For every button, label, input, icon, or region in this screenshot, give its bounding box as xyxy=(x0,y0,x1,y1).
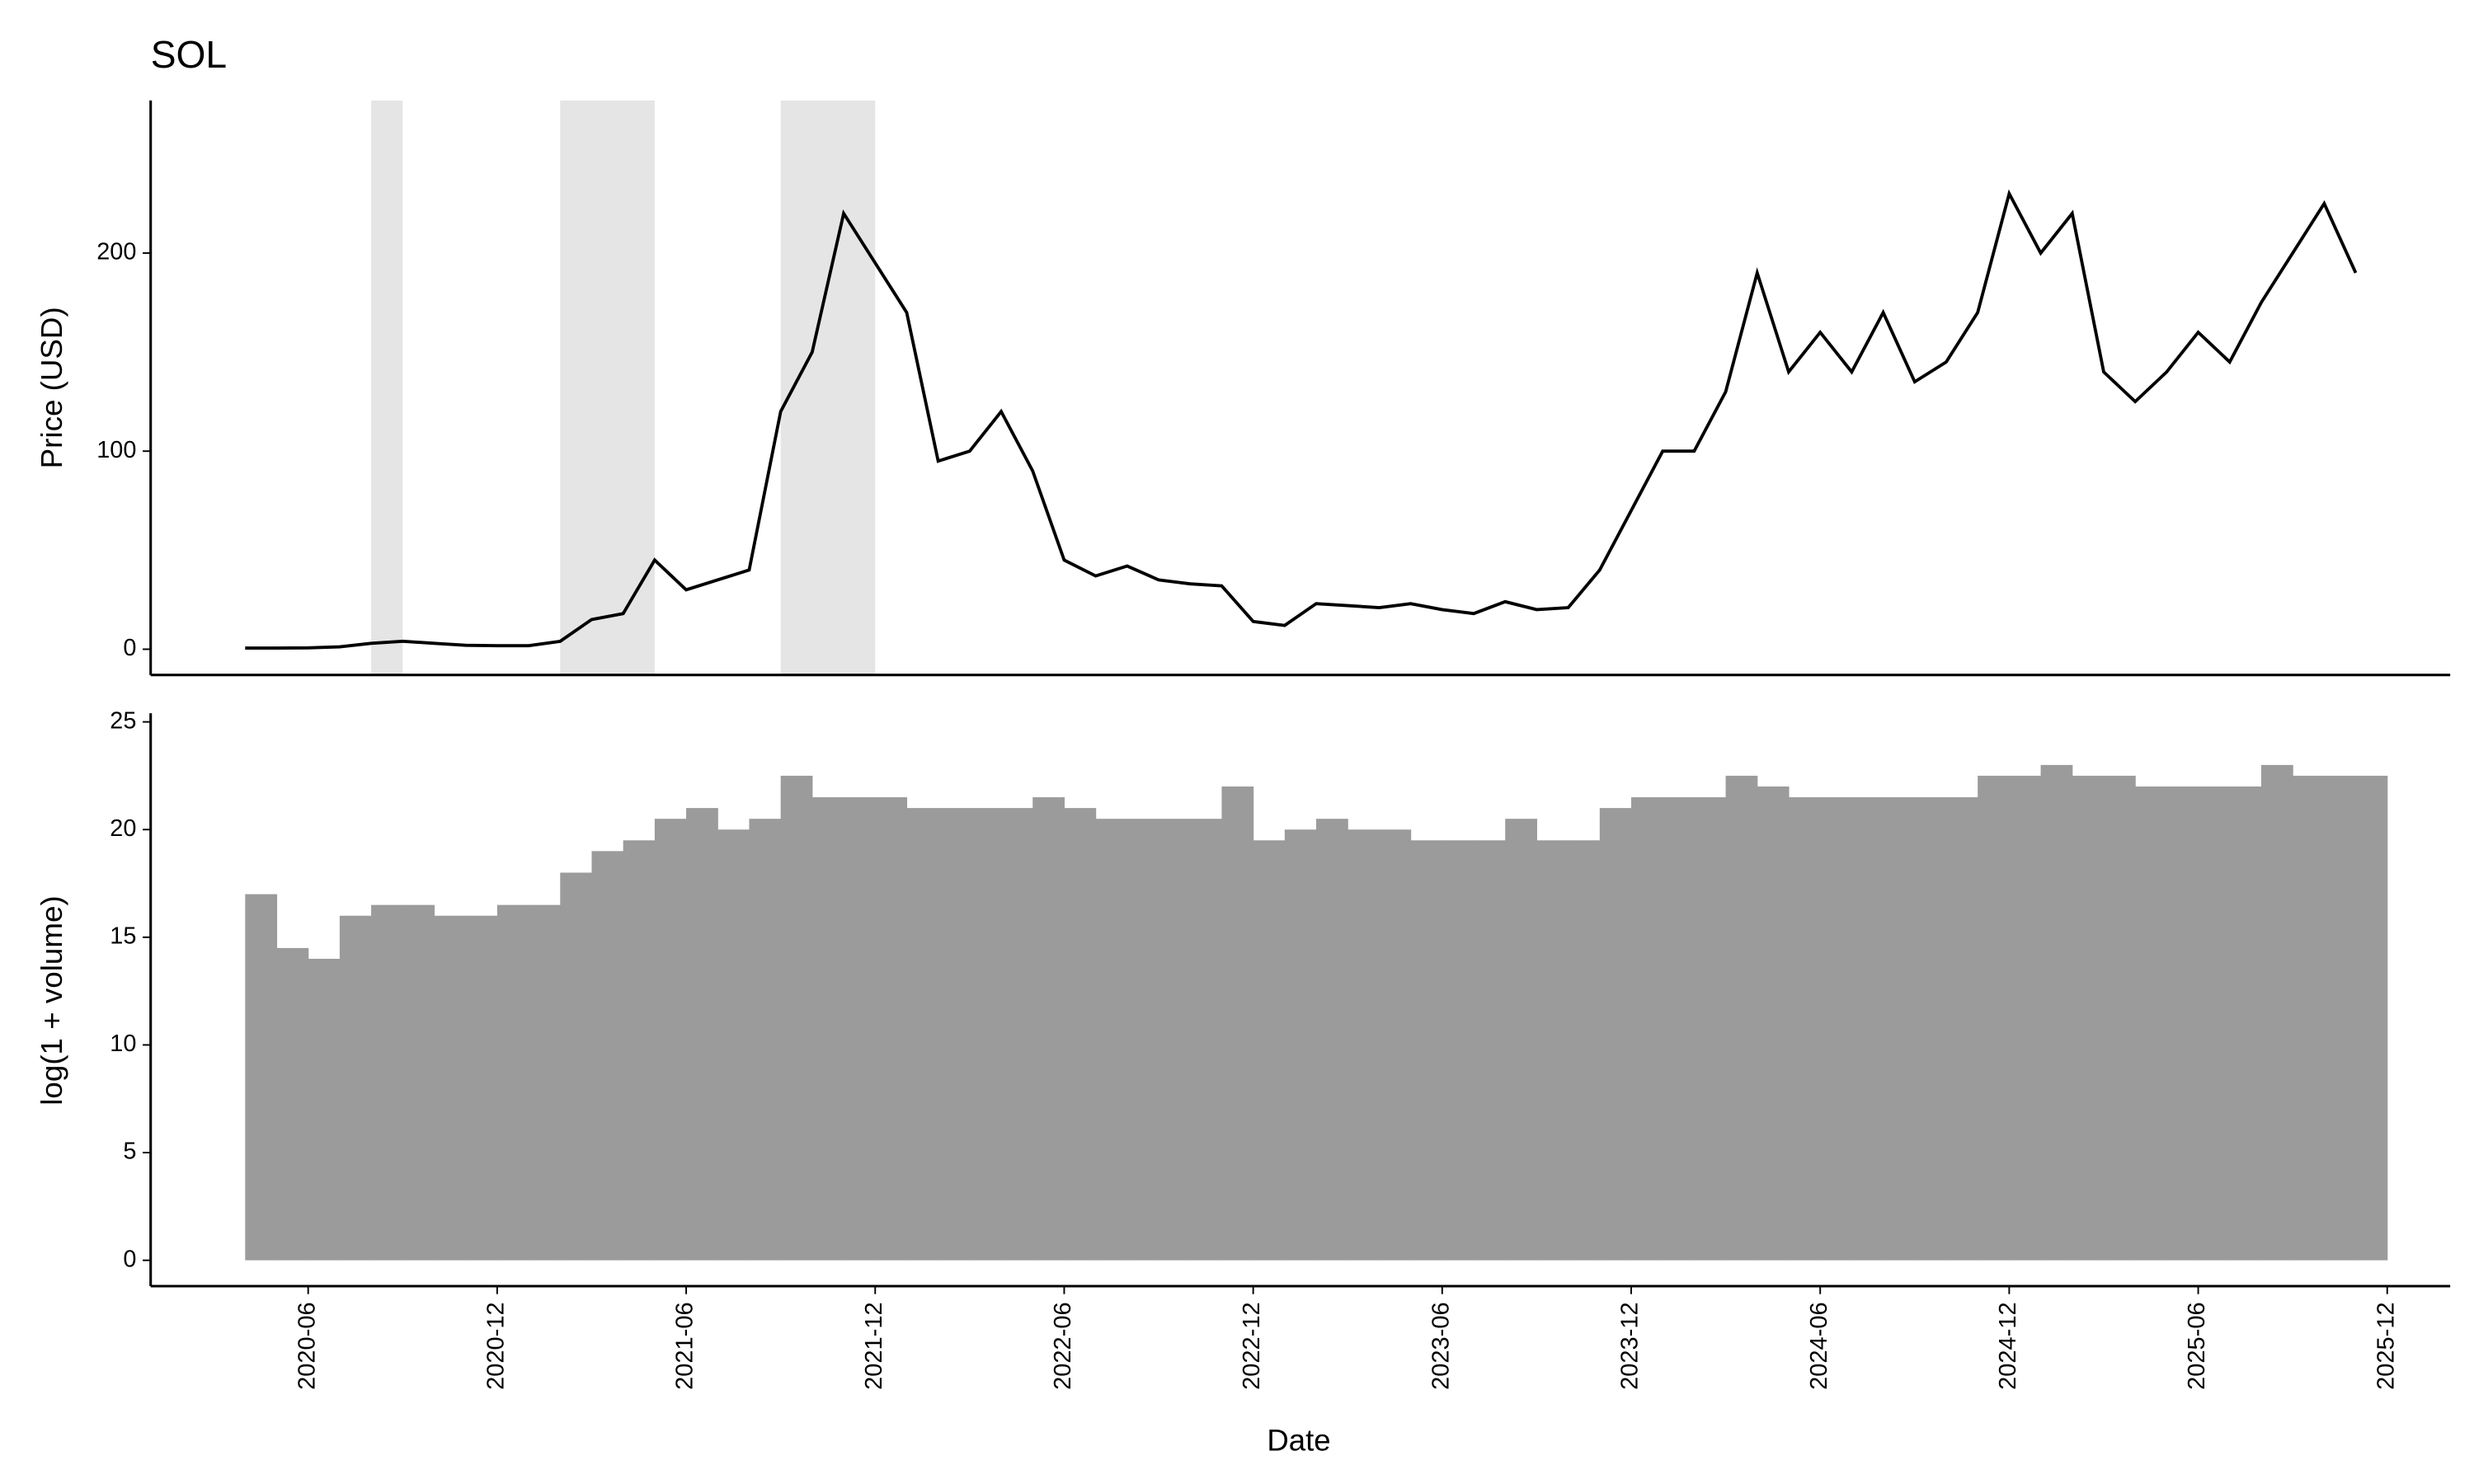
volume-bar xyxy=(844,797,876,1261)
volume-bar xyxy=(875,797,908,1261)
x-tick-label: 2023-12 xyxy=(1617,1302,1644,1389)
y-tick-label: 15 xyxy=(110,923,136,949)
y-tick-label: 10 xyxy=(110,1031,136,1057)
volume-bar xyxy=(2198,786,2231,1261)
shaded-region xyxy=(780,100,876,675)
x-tick-label: 2021-12 xyxy=(861,1302,887,1389)
x-tick-label: 2025-12 xyxy=(2373,1302,2399,1389)
volume-bar xyxy=(2260,764,2293,1261)
chart-title: SOL xyxy=(151,33,227,76)
volume-bar xyxy=(465,915,498,1261)
volume-bar xyxy=(1536,840,1569,1261)
volume-bar xyxy=(496,904,529,1261)
volume-bar xyxy=(1253,840,1286,1261)
y-tick-label: 20 xyxy=(110,815,136,842)
volume-bar xyxy=(402,904,435,1261)
volume-bar xyxy=(1410,840,1443,1261)
y-tick-label: 0 xyxy=(123,635,136,661)
volume-bar xyxy=(1505,819,1537,1261)
volume-bar xyxy=(1757,786,1790,1261)
volume-bar xyxy=(623,840,656,1261)
volume-bar xyxy=(1945,797,1978,1261)
volume-bar xyxy=(906,808,939,1261)
volume-bar xyxy=(434,915,467,1261)
volume-bar xyxy=(308,958,341,1261)
volume-bar xyxy=(2229,786,2262,1261)
volume-bar xyxy=(1631,797,1663,1261)
y-tick-label: 5 xyxy=(123,1139,136,1165)
volume-bar xyxy=(717,829,750,1261)
volume-bar xyxy=(2324,775,2357,1261)
volume-bar xyxy=(1568,840,1601,1261)
volume-bar xyxy=(1978,775,2010,1261)
x-axis-label: Date xyxy=(1267,1423,1330,1457)
volume-bar xyxy=(2103,775,2136,1261)
volume-bar xyxy=(1820,797,1852,1261)
x-tick-label: 2025-06 xyxy=(2184,1302,2210,1389)
x-tick-label: 2023-06 xyxy=(1428,1302,1455,1389)
volume-bar xyxy=(1663,797,1695,1261)
volume-bar xyxy=(1190,819,1223,1261)
volume-bar xyxy=(1442,840,1475,1261)
volume-bar xyxy=(2355,775,2388,1261)
volume-bar xyxy=(339,915,372,1261)
y-tick-label: 0 xyxy=(123,1246,136,1272)
volume-bar xyxy=(1001,808,1033,1261)
volume-bar xyxy=(560,872,593,1261)
volume-bar xyxy=(2166,786,2199,1261)
shaded-region xyxy=(371,100,403,675)
volume-bar xyxy=(938,808,971,1261)
volume-bar xyxy=(1851,797,1884,1261)
volume-bar xyxy=(2293,775,2325,1261)
volume-bar xyxy=(654,819,687,1261)
y-tick-label: 200 xyxy=(96,239,136,265)
volume-bar xyxy=(1599,808,1632,1261)
volume-bar xyxy=(1221,786,1254,1261)
volume-bar xyxy=(1032,797,1065,1261)
volume-bar xyxy=(1788,797,1821,1261)
x-tick-label: 2024-06 xyxy=(1806,1302,1832,1389)
x-tick-label: 2022-06 xyxy=(1050,1302,1076,1389)
volume-bar xyxy=(811,797,844,1261)
volume-bar xyxy=(245,894,278,1261)
volume-bar xyxy=(1474,840,1506,1261)
shaded-region xyxy=(560,100,655,675)
x-tick-label: 2020-12 xyxy=(483,1302,510,1389)
volume-bar xyxy=(1064,808,1097,1261)
volume-bar xyxy=(2009,775,2042,1261)
x-tick-label: 2021-06 xyxy=(672,1302,698,1389)
volume-bar xyxy=(371,904,403,1261)
volume-bar xyxy=(1379,829,1412,1261)
volume-bar xyxy=(749,819,782,1261)
x-tick-label: 2022-12 xyxy=(1239,1302,1265,1389)
volume-bar xyxy=(1095,819,1128,1261)
price-line xyxy=(245,189,2358,650)
volume-bar xyxy=(2135,786,2167,1261)
volume-bar xyxy=(1316,819,1348,1261)
volume-bar xyxy=(2072,775,2105,1261)
volume-bar xyxy=(2040,764,2073,1261)
volume-bar xyxy=(591,851,624,1261)
volume-bar xyxy=(1694,797,1727,1261)
volume-bar xyxy=(529,904,561,1261)
volume-bar xyxy=(969,808,1002,1261)
volume-bar xyxy=(1914,797,1947,1261)
x-tick-label: 2024-12 xyxy=(1995,1302,2021,1389)
y-tick-label: 100 xyxy=(96,437,136,463)
volume-bar xyxy=(780,775,813,1261)
volume-bar xyxy=(1348,829,1380,1261)
volume-bar xyxy=(276,947,309,1261)
volume-bar xyxy=(1725,775,1758,1261)
y-axis-label: log(1 + volume) xyxy=(35,895,68,1105)
volume-bar xyxy=(1883,797,1916,1261)
volume-bar xyxy=(1284,829,1317,1261)
x-tick-label: 2020-06 xyxy=(294,1302,320,1389)
y-axis-label: Price (USD) xyxy=(35,307,68,468)
volume-bar xyxy=(1126,819,1159,1261)
y-tick-label: 25 xyxy=(110,707,136,734)
volume-bar xyxy=(686,808,718,1261)
volume-bar xyxy=(1159,819,1191,1261)
